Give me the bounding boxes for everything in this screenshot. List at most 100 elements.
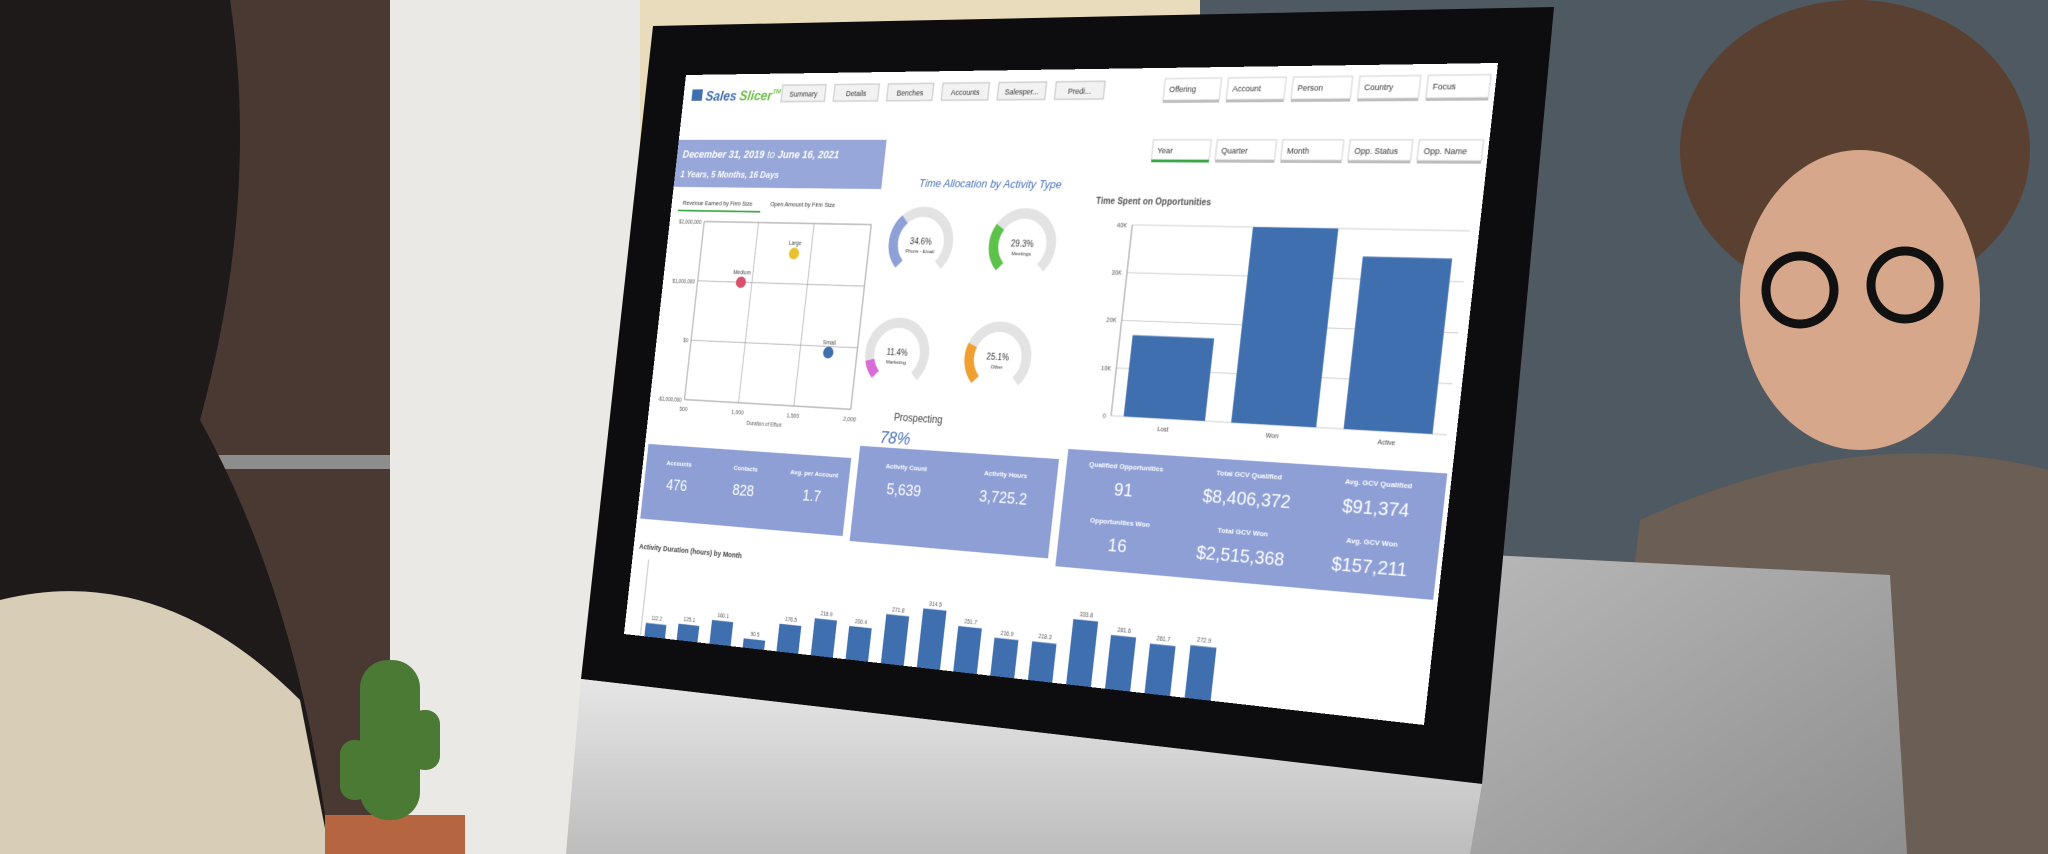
grid-line bbox=[684, 400, 850, 410]
filter-label[interactable]: Country bbox=[1364, 83, 1395, 93]
bar bbox=[1123, 335, 1215, 422]
data-label: 281.6 bbox=[1117, 627, 1132, 635]
time-filter-label[interactable]: Year bbox=[1157, 147, 1174, 156]
glasses bbox=[1761, 251, 1839, 329]
prospecting-value: 78% bbox=[879, 427, 911, 448]
data-label: 112.2 bbox=[651, 615, 663, 622]
y-tick-label: 0 bbox=[1102, 413, 1106, 421]
data-label: 160.1 bbox=[717, 612, 730, 619]
point bbox=[788, 247, 800, 260]
kpi-value: 91 bbox=[1113, 479, 1134, 501]
kpi-value: 476 bbox=[665, 476, 688, 495]
filter-label[interactable]: Focus bbox=[1432, 83, 1456, 93]
time-filter-label[interactable]: Opp. Name bbox=[1423, 147, 1468, 157]
y-tick-label: 20K bbox=[1106, 317, 1118, 325]
x-tick-label: 500 bbox=[679, 406, 688, 413]
kpi-box bbox=[640, 443, 852, 537]
gauge-name: Other bbox=[990, 363, 1003, 370]
y-tick-label: 40K bbox=[1116, 222, 1128, 230]
time-filter-label[interactable]: Quarter bbox=[1221, 147, 1250, 156]
data-label: 125.1 bbox=[683, 616, 695, 623]
tab-underline bbox=[677, 209, 761, 213]
cactus bbox=[340, 740, 370, 800]
data-label: 251.7 bbox=[964, 618, 978, 626]
grid-line bbox=[684, 222, 704, 400]
time-filter-bar bbox=[1280, 160, 1342, 164]
data-label: 271.8 bbox=[892, 606, 906, 613]
face bbox=[1740, 150, 1980, 450]
data-label: 200.4 bbox=[855, 618, 868, 625]
filter-label[interactable]: Account bbox=[1232, 85, 1262, 94]
cactus bbox=[410, 710, 440, 770]
gauge-value-label: 29.3% bbox=[1010, 240, 1034, 249]
y-tick-label: $2,000,000 bbox=[679, 219, 702, 225]
kpi-value: 5,639 bbox=[886, 480, 922, 501]
nav-label[interactable]: Benches bbox=[896, 89, 923, 98]
x-axis-label: Duration of Effort bbox=[746, 420, 782, 428]
prospecting-label: Prospecting bbox=[893, 411, 943, 426]
kpi-label: Contacts bbox=[733, 465, 758, 474]
bar bbox=[1343, 256, 1453, 435]
date-joiner: to bbox=[767, 149, 776, 161]
kpi-label: Activity Hours bbox=[984, 470, 1028, 480]
nav-label[interactable]: Details bbox=[845, 90, 866, 99]
filter-label[interactable]: Offering bbox=[1169, 85, 1198, 94]
gauge-value-label: 34.6% bbox=[909, 238, 932, 247]
y-tick-label: 10K bbox=[1101, 365, 1113, 373]
filter-bar bbox=[1162, 99, 1220, 103]
time-filter-bar bbox=[1151, 159, 1210, 163]
screen: SalesSlicerTM Summary Details Benches Accoun… bbox=[624, 63, 1498, 725]
filter-bar bbox=[1225, 99, 1284, 103]
gauge-value bbox=[967, 345, 979, 380]
point bbox=[735, 276, 747, 289]
x-tick-label: 1,000 bbox=[731, 409, 744, 417]
bar bbox=[1231, 227, 1339, 428]
grid-line bbox=[851, 225, 872, 410]
kpi-value: 3,725.2 bbox=[978, 486, 1028, 508]
gauge-name: Phone - Email bbox=[905, 248, 934, 255]
date-duration: 1 Years, 5 Months, 16 Days bbox=[680, 169, 780, 180]
data-label: 176.5 bbox=[785, 616, 798, 623]
logo-mark: TM bbox=[772, 89, 781, 96]
tab[interactable]: Revenue Earned by Firm Size bbox=[682, 200, 753, 208]
dashboard: SalesSlicerTM Summary Details Benches Accoun… bbox=[624, 63, 1498, 712]
kpi-label: Avg. per Account bbox=[790, 469, 839, 480]
data-label: 216.9 bbox=[1000, 630, 1014, 638]
data-label: 218.3 bbox=[1038, 633, 1052, 641]
x-tick-label: Won bbox=[1265, 432, 1279, 441]
tab[interactable]: Open Amount by Firm Size bbox=[770, 201, 836, 209]
data-label: 218.9 bbox=[820, 611, 833, 618]
nav-label[interactable]: Summary bbox=[789, 90, 819, 99]
point bbox=[822, 346, 835, 359]
nav-label[interactable]: Salesper... bbox=[1004, 88, 1039, 97]
date-box bbox=[673, 139, 887, 190]
logo-word: Slicer bbox=[739, 87, 775, 104]
nav-button[interactable] bbox=[781, 85, 826, 102]
data-label: 261.7 bbox=[1156, 635, 1171, 643]
time-filter-bar bbox=[1416, 160, 1482, 164]
laptop bbox=[1455, 555, 1907, 854]
kpi-value: $91,374 bbox=[1341, 495, 1410, 521]
pot bbox=[325, 815, 465, 854]
logo-word: Sales bbox=[705, 88, 738, 104]
x-tick-label: 1,500 bbox=[786, 413, 800, 421]
data-label: 314.5 bbox=[929, 601, 943, 608]
date-range: December 31, 2019 to June 16, 2021 bbox=[682, 149, 840, 161]
time-filter-label[interactable]: Opp. Status bbox=[1354, 147, 1399, 156]
plot-frame bbox=[684, 222, 871, 410]
bar bbox=[675, 623, 700, 653]
filter-label[interactable]: Person bbox=[1297, 84, 1324, 93]
y-tick-label: -$1,000,000 bbox=[658, 396, 683, 403]
x-tick-label: Active bbox=[1377, 439, 1396, 448]
grid-line bbox=[704, 222, 871, 225]
y-tick-label: 30K bbox=[1111, 270, 1123, 278]
nav-label[interactable]: Accounts bbox=[950, 89, 980, 98]
gauge-value bbox=[991, 227, 1004, 267]
y-tick-label: $1,000,000 bbox=[672, 278, 695, 284]
nav-button[interactable] bbox=[833, 84, 879, 101]
kpi-label: Activity Count bbox=[885, 463, 927, 473]
time-filter-label[interactable]: Month bbox=[1286, 147, 1310, 156]
time-filter-bar bbox=[1214, 159, 1275, 163]
nav-label[interactable]: Predi... bbox=[1067, 88, 1091, 97]
gauge-value bbox=[891, 219, 905, 264]
